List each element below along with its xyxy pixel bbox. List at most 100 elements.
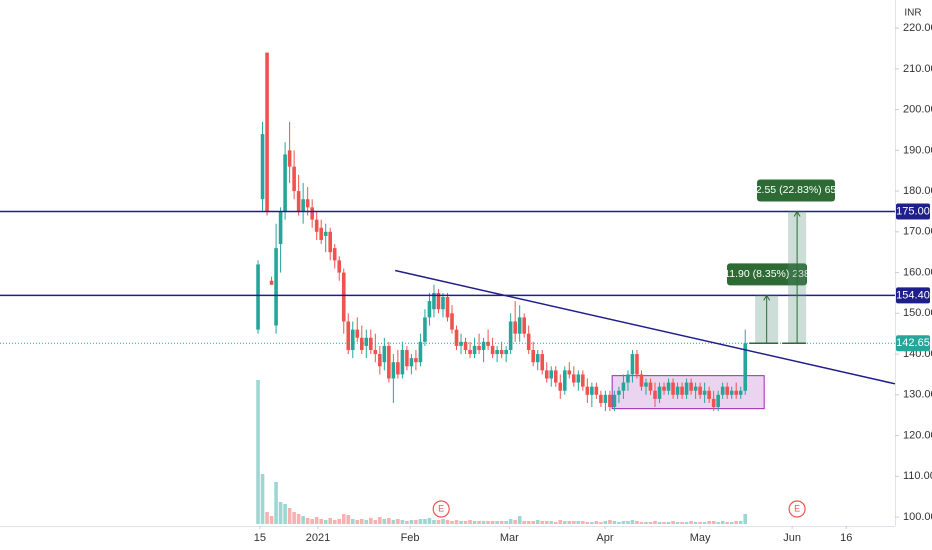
x-tick-label: May: [690, 532, 711, 544]
x-tick-label: Mar: [500, 532, 519, 544]
candle-body: [265, 52, 269, 212]
candle-body: [278, 211, 283, 245]
y-tick-label: 200.00: [903, 104, 932, 116]
candle-body: [499, 349, 504, 355]
volume-bar: [698, 522, 702, 524]
measure-arrow-head: [763, 294, 771, 301]
candle-body: [544, 370, 549, 379]
measure-label-box: [757, 179, 835, 202]
volume-bar: [265, 512, 269, 524]
volume-bar: [594, 521, 599, 524]
y-tick-label: 170.00: [903, 226, 932, 238]
candle-body: [314, 219, 319, 232]
volume-bar: [314, 517, 319, 524]
volume-bar: [378, 517, 382, 524]
candle-body: [369, 337, 373, 350]
candle-body: [486, 341, 490, 346]
candle-body: [517, 317, 522, 334]
candle-body: [287, 150, 292, 167]
volume-bar: [283, 504, 287, 524]
candle-body: [269, 280, 274, 285]
event-marker: [788, 500, 806, 518]
candle-body: [373, 349, 378, 355]
volume-bar: [711, 521, 716, 524]
candle-body: [662, 386, 666, 391]
y-tick-label: 220.00: [903, 22, 932, 34]
volume-bar: [693, 522, 698, 524]
volume-bar: [423, 519, 427, 524]
candle-body: [301, 199, 305, 212]
volume-bar: [599, 522, 603, 524]
candle-body: [531, 349, 536, 363]
candle-body: [567, 370, 572, 375]
volume-bar: [477, 521, 481, 524]
volume-bar: [544, 521, 549, 524]
volume-bar: [391, 520, 396, 524]
candle-body: [612, 394, 617, 408]
last-price-label: 142.65: [896, 337, 930, 349]
volume-bar: [707, 521, 711, 524]
volume-bar: [481, 521, 486, 524]
candle-body: [472, 345, 477, 355]
volume-bar: [355, 520, 360, 524]
y-tick-label: 190.00: [903, 144, 932, 156]
volume-bar: [738, 521, 743, 524]
volume-bar: [671, 521, 675, 524]
volume-bar: [382, 519, 387, 524]
candle-body: [522, 317, 526, 334]
volume-bar: [278, 502, 283, 524]
candle-body: [526, 333, 531, 350]
candle-body: [684, 382, 689, 395]
volume-bar: [450, 521, 454, 524]
candle-body: [256, 264, 260, 330]
level-price-label: 175.00: [896, 205, 930, 217]
candle-body: [359, 337, 364, 350]
volume-bar: [562, 521, 567, 524]
volume-bar: [373, 520, 378, 524]
candle-body: [599, 394, 603, 403]
volume-bar: [495, 521, 499, 524]
candle-body: [720, 386, 725, 395]
volume-bar: [504, 521, 508, 524]
volume-bar: [725, 522, 729, 524]
volume-bar: [590, 522, 594, 524]
volume-bar: [454, 520, 459, 524]
event-marker: [432, 500, 450, 518]
candle-body: [585, 386, 590, 395]
level-price-tag: [896, 287, 930, 304]
x-tick-label: 15: [254, 532, 266, 544]
y-tick-label: 150.00: [903, 307, 932, 319]
candle-body: [716, 394, 720, 408]
candle-body: [414, 358, 418, 363]
volume-bar: [337, 519, 342, 524]
volume-bar: [305, 518, 310, 524]
volume-bar: [540, 521, 545, 524]
volume-bar: [684, 522, 689, 524]
volume-bar: [364, 520, 369, 524]
volume-bar: [572, 521, 576, 524]
event-label: E: [794, 503, 800, 513]
candle-body: [341, 272, 346, 322]
candle-body: [305, 199, 310, 208]
volume-bar: [517, 516, 522, 524]
last-price-tag: [896, 335, 930, 352]
candle-body: [283, 154, 287, 212]
candle-body: [391, 362, 396, 379]
candle-body: [562, 370, 567, 391]
candle-body: [693, 386, 698, 391]
volume-bar: [716, 522, 720, 524]
candle-body: [711, 398, 716, 408]
candle-body: [504, 349, 508, 355]
candle-body: [328, 231, 333, 253]
candle-body: [323, 231, 328, 236]
volume-bar: [526, 521, 531, 524]
candle-body: [513, 321, 517, 334]
volume-bar: [260, 474, 265, 524]
candle-body: [364, 337, 369, 346]
level-price-label: 154.40: [896, 289, 930, 301]
volume-bar: [463, 521, 468, 524]
candle-body: [657, 386, 662, 399]
volume-bar: [459, 521, 463, 524]
y-tick-label: 130.00: [903, 389, 932, 401]
